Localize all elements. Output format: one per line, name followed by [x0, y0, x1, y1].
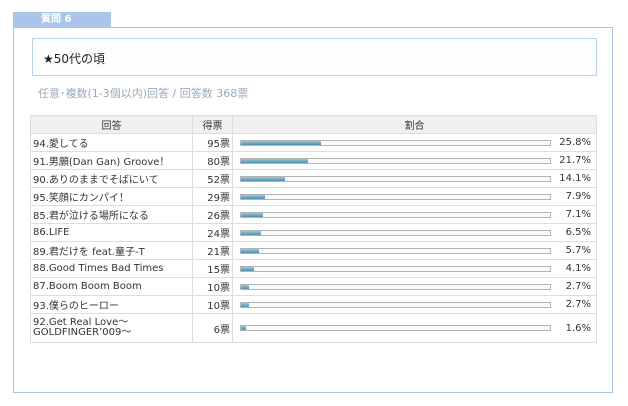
ratio-column-header: 割合	[232, 115, 597, 134]
ratio-cell: 4.1%	[232, 259, 597, 278]
answer-cell: 92.Get Real Love～GOLDFINGER’009～	[29, 313, 194, 343]
ratio-bar-track	[240, 325, 551, 331]
ratio-bar-fill	[241, 212, 263, 217]
table-row: 90.ありのままでそばにいて 52票 14.1%	[29, 169, 597, 188]
ratio-bar-track	[240, 139, 551, 146]
table-row: 94.愛してる 95票 25.8%	[29, 133, 597, 152]
ratio-bar-track	[240, 247, 551, 254]
answer-cell: 95.笑顔にカンパイ！	[29, 187, 194, 206]
percent-label: 21.7%	[559, 155, 591, 166]
question-panel: ★50代の頃 任意･複数(1-3個以内)回答 / 回答数 368票 回答 得票 …	[13, 27, 613, 393]
ratio-bar-track	[240, 265, 551, 272]
votes-cell: 52票	[192, 169, 233, 188]
table-header-row: 回答 得票 割合	[29, 115, 597, 134]
ratio-bar-track	[240, 193, 551, 200]
percent-label: 6.5%	[565, 227, 591, 238]
ratio-bar-fill	[241, 140, 321, 145]
answer-cell: 90.ありのままでそばにいて	[29, 169, 194, 188]
table-row: 87.Boom Boom Boom 10票 2.7%	[29, 277, 597, 296]
percent-label: 2.7%	[565, 299, 591, 310]
ratio-cell: 25.8%	[232, 133, 597, 152]
answer-cell: 88.Good Times Bad Times	[29, 259, 194, 278]
votes-cell: 26票	[192, 205, 233, 224]
votes-cell: 21票	[192, 241, 233, 260]
ratio-bar-track	[240, 229, 551, 236]
answer-cell: 91.男願(Dan Gan) Groove！	[29, 151, 194, 170]
answer-meta: 任意･複数(1-3個以内)回答 / 回答数 368票	[38, 87, 249, 100]
votes-cell: 29票	[192, 187, 233, 206]
votes-cell: 15票	[192, 259, 233, 278]
ratio-bar-track	[240, 301, 551, 308]
ratio-bar-fill	[241, 248, 259, 253]
question-box: ★50代の頃	[32, 38, 597, 76]
ratio-cell: 14.1%	[232, 169, 597, 188]
answer-cell: 85.君が泣ける場所になる	[29, 205, 194, 224]
table-row: 85.君が泣ける場所になる 26票 7.1%	[29, 205, 597, 224]
table-row: 88.Good Times Bad Times 15票 4.1%	[29, 259, 597, 278]
question-tab: 質問 6	[13, 12, 111, 27]
votes-column-header: 得票	[192, 115, 233, 134]
votes-cell: 95票	[192, 133, 233, 152]
percent-label: 1.6%	[565, 322, 591, 334]
answer-cell: 94.愛してる	[29, 133, 194, 152]
percent-label: 7.1%	[565, 209, 591, 220]
table-row: 93.僕らのヒーロー 10票 2.7%	[29, 295, 597, 314]
ratio-cell: 21.7%	[232, 151, 597, 170]
answer-cell: 93.僕らのヒーロー	[29, 295, 194, 314]
ratio-bar-fill	[241, 302, 250, 307]
table-row: 91.男願(Dan Gan) Groove！ 80票 21.7%	[29, 151, 597, 170]
answer-cell: 86.LIFE	[29, 223, 194, 242]
ratio-bar-fill	[241, 230, 262, 235]
ratio-cell: 2.7%	[232, 277, 597, 296]
ratio-bar-track	[240, 175, 551, 182]
ratio-bar-track	[240, 283, 551, 290]
question-title: ★50代の頃	[43, 52, 106, 66]
ratio-bar-fill	[241, 158, 309, 163]
percent-label: 4.1%	[565, 263, 591, 274]
ratio-bar-fill	[241, 194, 266, 199]
table-row: 95.笑顔にカンパイ！ 29票 7.9%	[29, 187, 597, 206]
votes-cell: 24票	[192, 223, 233, 242]
votes-cell: 10票	[192, 277, 233, 296]
table-row: 92.Get Real Love～GOLDFINGER’009～ 6票 1.6%	[29, 313, 597, 343]
ratio-bar-fill	[241, 266, 254, 271]
ratio-bar-track	[240, 211, 551, 218]
answer-cell: 89.君だけを feat.童子-T	[29, 241, 194, 260]
ratio-cell: 6.5%	[232, 223, 597, 242]
ratio-cell: 1.6%	[232, 313, 597, 343]
ratio-bar-track	[240, 157, 551, 164]
ratio-bar-fill	[241, 284, 250, 289]
percent-label: 7.9%	[565, 191, 591, 202]
votes-cell: 10票	[192, 295, 233, 314]
ratio-bar-fill	[241, 326, 246, 330]
ratio-cell: 2.7%	[232, 295, 597, 314]
ratio-bar-fill	[241, 176, 285, 181]
table-row: 86.LIFE 24票 6.5%	[29, 223, 597, 242]
votes-cell: 6票	[192, 313, 233, 343]
percent-label: 2.7%	[565, 281, 591, 292]
percent-label: 25.8%	[559, 137, 591, 148]
ratio-cell: 7.9%	[232, 187, 597, 206]
ratio-cell: 5.7%	[232, 241, 597, 260]
answer-cell: 87.Boom Boom Boom	[29, 277, 194, 296]
ratio-cell: 7.1%	[232, 205, 597, 224]
results-table: 回答 得票 割合 94.愛してる 95票 25.8% 91.男願(Dan Gan) G…	[29, 115, 597, 343]
table-row: 89.君だけを feat.童子-T 21票 5.7%	[29, 241, 597, 260]
percent-label: 14.1%	[559, 173, 591, 184]
answer-column-header: 回答	[29, 115, 194, 134]
votes-cell: 80票	[192, 151, 233, 170]
percent-label: 5.7%	[565, 245, 591, 256]
